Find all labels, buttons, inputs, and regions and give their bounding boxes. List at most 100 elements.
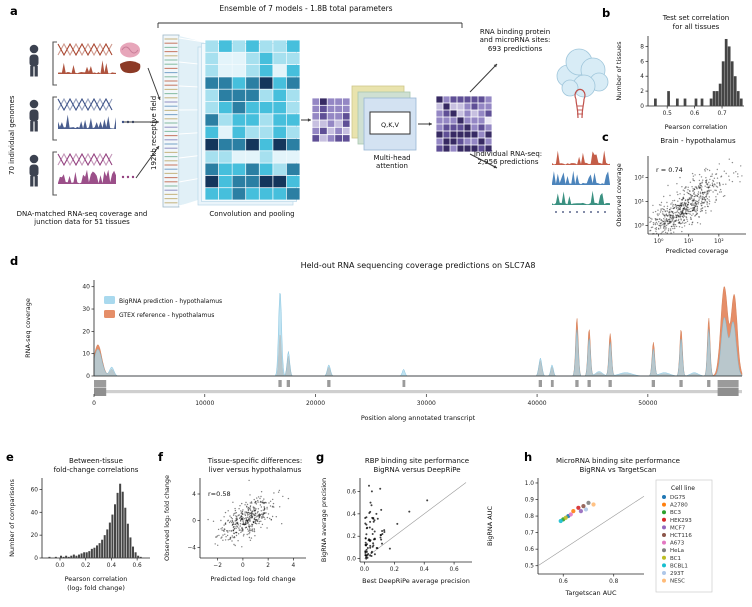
panel-c-title: Brain - hypothalamus (660, 137, 736, 145)
panel-f-plot: −2 0 2 4 −4 0 4 (187, 478, 306, 569)
svg-text:0.4: 0.4 (107, 563, 117, 569)
svg-text:0: 0 (241, 563, 245, 569)
svg-text:0.8: 0.8 (609, 579, 619, 585)
svg-text:−2: −2 (213, 563, 222, 569)
panel-e-xlabel-line1: Pearson correlation (65, 575, 128, 583)
architecture-graphics (29, 22, 610, 213)
svg-text:0.4: 0.4 (347, 512, 357, 518)
panel-b-title-line1: Test set correlation (662, 14, 730, 22)
rnaseq-predictions-text: Individual RNA-seq: 2,956 predictions (473, 150, 543, 167)
legend-swatch-gtex (104, 310, 115, 318)
svg-text:0: 0 (34, 556, 38, 562)
panel-f-ylabel: Observed log₂ fold change (163, 475, 171, 561)
panel-b-histogram: 0.5 0.6 0.7 0 2 4 6 8 Test set correlation for … (615, 14, 744, 131)
svg-text:4: 4 (192, 492, 196, 498)
svg-text:0.0: 0.0 (55, 563, 65, 569)
panel-a-architecture: Q,K,V (29, 22, 610, 213)
svg-text:20: 20 (31, 533, 39, 539)
svg-text:8: 8 (640, 44, 644, 50)
svg-text:HCT116: HCT116 (670, 533, 692, 539)
panel-d-ylabel: RNA-seq coverage (24, 298, 32, 358)
svg-text:BC3: BC3 (670, 510, 682, 516)
panel-e-title-line1: Between-tissue (69, 457, 123, 465)
svg-text:40: 40 (82, 284, 90, 291)
panel-g-scatter: 0.0 0.2 0.4 0.6 0.0 0.2 0.4 0.6 RBP binding sit… (320, 457, 472, 585)
svg-text:BC1: BC1 (670, 556, 681, 562)
svg-text:10⁰: 10⁰ (634, 223, 644, 230)
svg-text:0.6: 0.6 (449, 567, 459, 573)
svg-text:293T: 293T (670, 571, 684, 577)
svg-text:0.9: 0.9 (525, 498, 535, 504)
svg-text:10¹: 10¹ (684, 238, 694, 245)
svg-text:20: 20 (82, 328, 90, 335)
attention-caption: Multi-head attention (373, 154, 411, 171)
svg-text:0.5: 0.5 (525, 564, 535, 570)
panel-h-title-line2: BigRNA vs TargetScan (580, 466, 657, 474)
svg-text:0.4: 0.4 (420, 567, 430, 573)
panel-e-histogram: 0.0 0.2 0.4 0.6 0 20 40 60 Between-tissue fold-… (8, 457, 150, 592)
svg-text:A2780: A2780 (670, 503, 688, 509)
svg-text:0: 0 (92, 400, 96, 407)
panel-g-xlabel: Best DeepRiPe average precision (362, 577, 470, 585)
svg-text:10¹: 10¹ (634, 199, 644, 206)
panel-b-title-line2: for all tissues (673, 23, 720, 31)
panel-label-c: c (602, 130, 609, 144)
svg-text:0.7: 0.7 (525, 531, 535, 537)
svg-text:20000: 20000 (306, 400, 325, 407)
svg-text:0: 0 (86, 373, 90, 380)
svg-text:50000: 50000 (638, 400, 657, 407)
panel-b-xlabel: Pearson correlation (665, 123, 728, 131)
receptive-field-label: 192kb receptive field (150, 95, 158, 170)
panel-g-title-line2: BigRNA versus DeepRiPe (373, 466, 460, 474)
svg-text:0.8: 0.8 (525, 514, 535, 520)
legend-label-bigrna: BigRNA prediction - hypothalamus (119, 298, 222, 305)
svg-text:0.5: 0.5 (663, 111, 673, 117)
panel-e-plot: 0.0 0.2 0.4 0.6 0 20 40 60 (31, 478, 150, 569)
panel-g-ylabel: BigRNA average precision (320, 478, 328, 562)
svg-text:6: 6 (640, 59, 644, 65)
svg-text:4: 4 (640, 74, 644, 80)
svg-text:0.7: 0.7 (717, 111, 727, 117)
panel-label-h: h (524, 450, 533, 464)
panel-label-f: f (158, 450, 164, 464)
panel-c-correlation-annotation: r = 0.74 (656, 166, 683, 174)
panel-c-plot: 10⁰ 10¹ 10² 10⁰ 10¹ 10² (634, 156, 746, 245)
rbp-predictions-text: RNA binding protein and microRNA sites: … (479, 28, 551, 53)
svg-text:0.2: 0.2 (81, 563, 91, 569)
ensemble-title: Ensemble of 7 models - 1.8B total parame… (219, 4, 393, 13)
svg-text:HEK293: HEK293 (670, 518, 692, 524)
svg-text:2: 2 (266, 563, 270, 569)
svg-text:10⁰: 10⁰ (654, 238, 664, 245)
panel-g-title-line1: RBP binding site performance (365, 457, 469, 465)
genomes-count-label: 70 individual genomes (8, 95, 16, 175)
svg-text:0: 0 (640, 104, 644, 110)
svg-text:NESC: NESC (670, 579, 685, 585)
panel-h-title-line1: MicroRNA binding site performance (556, 457, 680, 465)
panel-e-ylabel: Number of comparisons (8, 478, 16, 556)
svg-text:HeLa: HeLa (670, 548, 684, 554)
svg-text:60: 60 (31, 487, 39, 493)
panel-f-scatter: −2 0 2 4 −4 0 4 Tissue-specific differences: l… (163, 457, 306, 583)
svg-text:10²: 10² (714, 238, 724, 245)
panel-f-title-line2: liver versus hypothalamus (209, 466, 302, 474)
svg-text:MCF7: MCF7 (670, 525, 686, 531)
panel-c-xlabel: Predicted coverage (666, 247, 729, 255)
panel-e-xlabel-line2: (log₂ fold change) (67, 584, 125, 592)
svg-text:10000: 10000 (195, 400, 214, 407)
panel-d-title: Held-out RNA sequencing coverage predict… (301, 261, 536, 270)
svg-text:0.6: 0.6 (525, 547, 535, 553)
svg-text:BCBL1: BCBL1 (670, 563, 688, 569)
panel-label-d: d (10, 254, 19, 268)
panel-b-ylabel: Number of tissues (615, 41, 623, 101)
panel-label-a: a (10, 4, 18, 18)
svg-text:40: 40 (31, 510, 39, 516)
panel-c-ylabel: Observed coverage (615, 163, 623, 227)
svg-text:10²: 10² (634, 175, 644, 182)
legend-label-gtex: GTEX reference - hypothalamus (119, 312, 214, 319)
panel-d-plot: 0 10 20 30 40 0 10000 20000 30000 40000 50000 (82, 280, 743, 407)
svg-text:0.0: 0.0 (360, 567, 370, 573)
